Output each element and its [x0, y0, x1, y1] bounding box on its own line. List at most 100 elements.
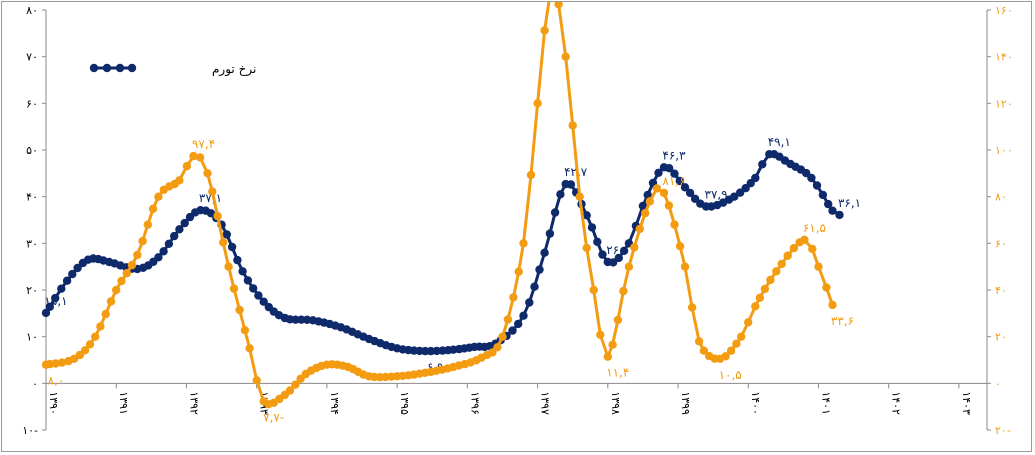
secondary-data-point — [240, 326, 250, 335]
secondary-data-point — [219, 238, 228, 247]
inflation-data-point — [525, 298, 534, 307]
left-tick-label: ۷۰ — [26, 51, 38, 64]
secondary-data-point — [224, 262, 233, 271]
inflation-data-point — [73, 263, 82, 273]
secondary-data-point — [645, 197, 655, 206]
left-tick-label: ۸۰ — [26, 4, 38, 17]
secondary-data-point — [608, 340, 617, 349]
secondary-data-point — [808, 244, 817, 254]
secondary-data-point — [138, 236, 147, 246]
x-tick-label: ۱۳۹۱ — [117, 391, 130, 415]
right-tick-label: ۱۶۰ — [995, 4, 1013, 17]
inflation-data-point — [807, 173, 816, 183]
secondary-data-point — [154, 192, 163, 201]
secondary-data-point — [624, 262, 634, 271]
secondary-data-point — [117, 276, 126, 286]
inflation-data-point — [291, 315, 300, 324]
secondary-data-point — [203, 169, 212, 178]
secondary-data-label: ۳۳,۶ — [831, 314, 854, 328]
secondary-data-point — [381, 372, 390, 382]
secondary-data-point — [694, 337, 704, 346]
secondary-data-point — [195, 153, 205, 162]
inflation-data-label: ۳۷,۱ — [199, 191, 222, 205]
legend-swatch-marker — [102, 63, 112, 73]
inflation-data-point — [233, 255, 242, 265]
right-tick-label: ۱۴۰ — [995, 51, 1013, 64]
inflation-data-point — [818, 190, 828, 200]
inflation-data-point — [519, 311, 528, 320]
secondary-data-label: ۷,۷- — [263, 410, 284, 424]
x-tick-label: ۱۳۹۰ — [47, 391, 60, 415]
secondary-data-point — [143, 220, 152, 229]
secondary-data-point — [744, 318, 753, 327]
inflation-data-point — [587, 223, 597, 232]
inflation-data-point — [51, 293, 60, 303]
inflation-data-point — [812, 181, 822, 190]
secondary-data-point — [514, 267, 523, 276]
x-tick-label: ۱۴۰۱ — [819, 391, 832, 415]
secondary-data-point — [822, 283, 831, 292]
inflation-data-point — [545, 229, 555, 238]
inflation-data-label: ۱۵,۱ — [44, 294, 67, 308]
right-tick-label: ۶۰ — [995, 237, 1007, 250]
secondary-data-point — [675, 242, 685, 251]
secondary-data-point — [619, 286, 628, 296]
inflation-data-point — [154, 253, 163, 262]
inflation-data-point — [582, 211, 591, 220]
secondary-data-point — [127, 260, 137, 270]
secondary-data-point — [285, 386, 295, 395]
inflation-data-point — [426, 346, 436, 356]
left-tick-label: ۶۰ — [26, 97, 38, 110]
secondary-data-point — [755, 293, 765, 302]
secondary-data-point — [603, 352, 612, 361]
left-tick-label: ۳۰ — [26, 237, 38, 250]
secondary-data-point — [526, 170, 536, 180]
left-tick-label: ۱۰- — [22, 424, 38, 437]
inflation-data-label: ۲۶,۰ — [606, 243, 629, 257]
inflation-data-point — [254, 291, 263, 300]
inflation-data-point — [540, 248, 549, 257]
secondary-data-point — [737, 332, 746, 341]
secondary-data-point — [721, 352, 730, 361]
inflation-data-point — [675, 176, 684, 186]
inflation-data-point — [593, 237, 602, 246]
legend-swatch-marker — [127, 63, 137, 73]
secondary-data-point — [664, 201, 674, 210]
inflation-data-point — [45, 302, 54, 311]
inflation-data-point — [685, 188, 695, 198]
secondary-data-point — [630, 243, 639, 252]
inflation-data-point — [824, 199, 833, 209]
inflation-data-point — [238, 267, 247, 276]
inflation-data-point — [535, 265, 544, 274]
inflation-data-point — [598, 250, 607, 259]
secondary-data-point — [561, 52, 570, 61]
secondary-data-point — [498, 332, 507, 341]
secondary-data-point — [503, 315, 513, 324]
secondary-data-point — [760, 284, 770, 294]
secondary-data-point — [122, 269, 131, 278]
secondary-data-label: ۹۷,۴ — [192, 137, 215, 151]
inflation-data-point — [638, 201, 648, 211]
inflation-data-point — [530, 282, 539, 291]
x-tick-label: ۱۳۹۶ — [468, 391, 481, 415]
inflation-data-point — [227, 242, 237, 252]
inflation-data-point — [566, 180, 576, 189]
secondary-data-point — [699, 346, 709, 355]
secondary-data-point — [80, 346, 90, 355]
secondary-data-point — [291, 380, 300, 389]
secondary-data-label: ۱۱,۴ — [606, 366, 629, 380]
secondary-data-point — [670, 220, 679, 229]
secondary-data-point — [252, 376, 261, 385]
secondary-data-point — [687, 303, 697, 312]
right-tick-label: ۱۲۰ — [995, 97, 1013, 110]
secondary-data-point — [575, 192, 584, 201]
secondary-data-label: ۱۰,۵ — [719, 368, 742, 382]
secondary-data-point — [519, 239, 528, 248]
left-tick-label: ۰ — [32, 377, 38, 390]
x-tick-label: ۱۴۰۳ — [960, 391, 973, 415]
inflation-data-point — [680, 183, 690, 192]
secondary-data-label: ۶۱,۵ — [803, 221, 826, 235]
inflation-data-label: ۳۷,۹ — [705, 187, 728, 201]
secondary-data-point — [182, 161, 192, 171]
